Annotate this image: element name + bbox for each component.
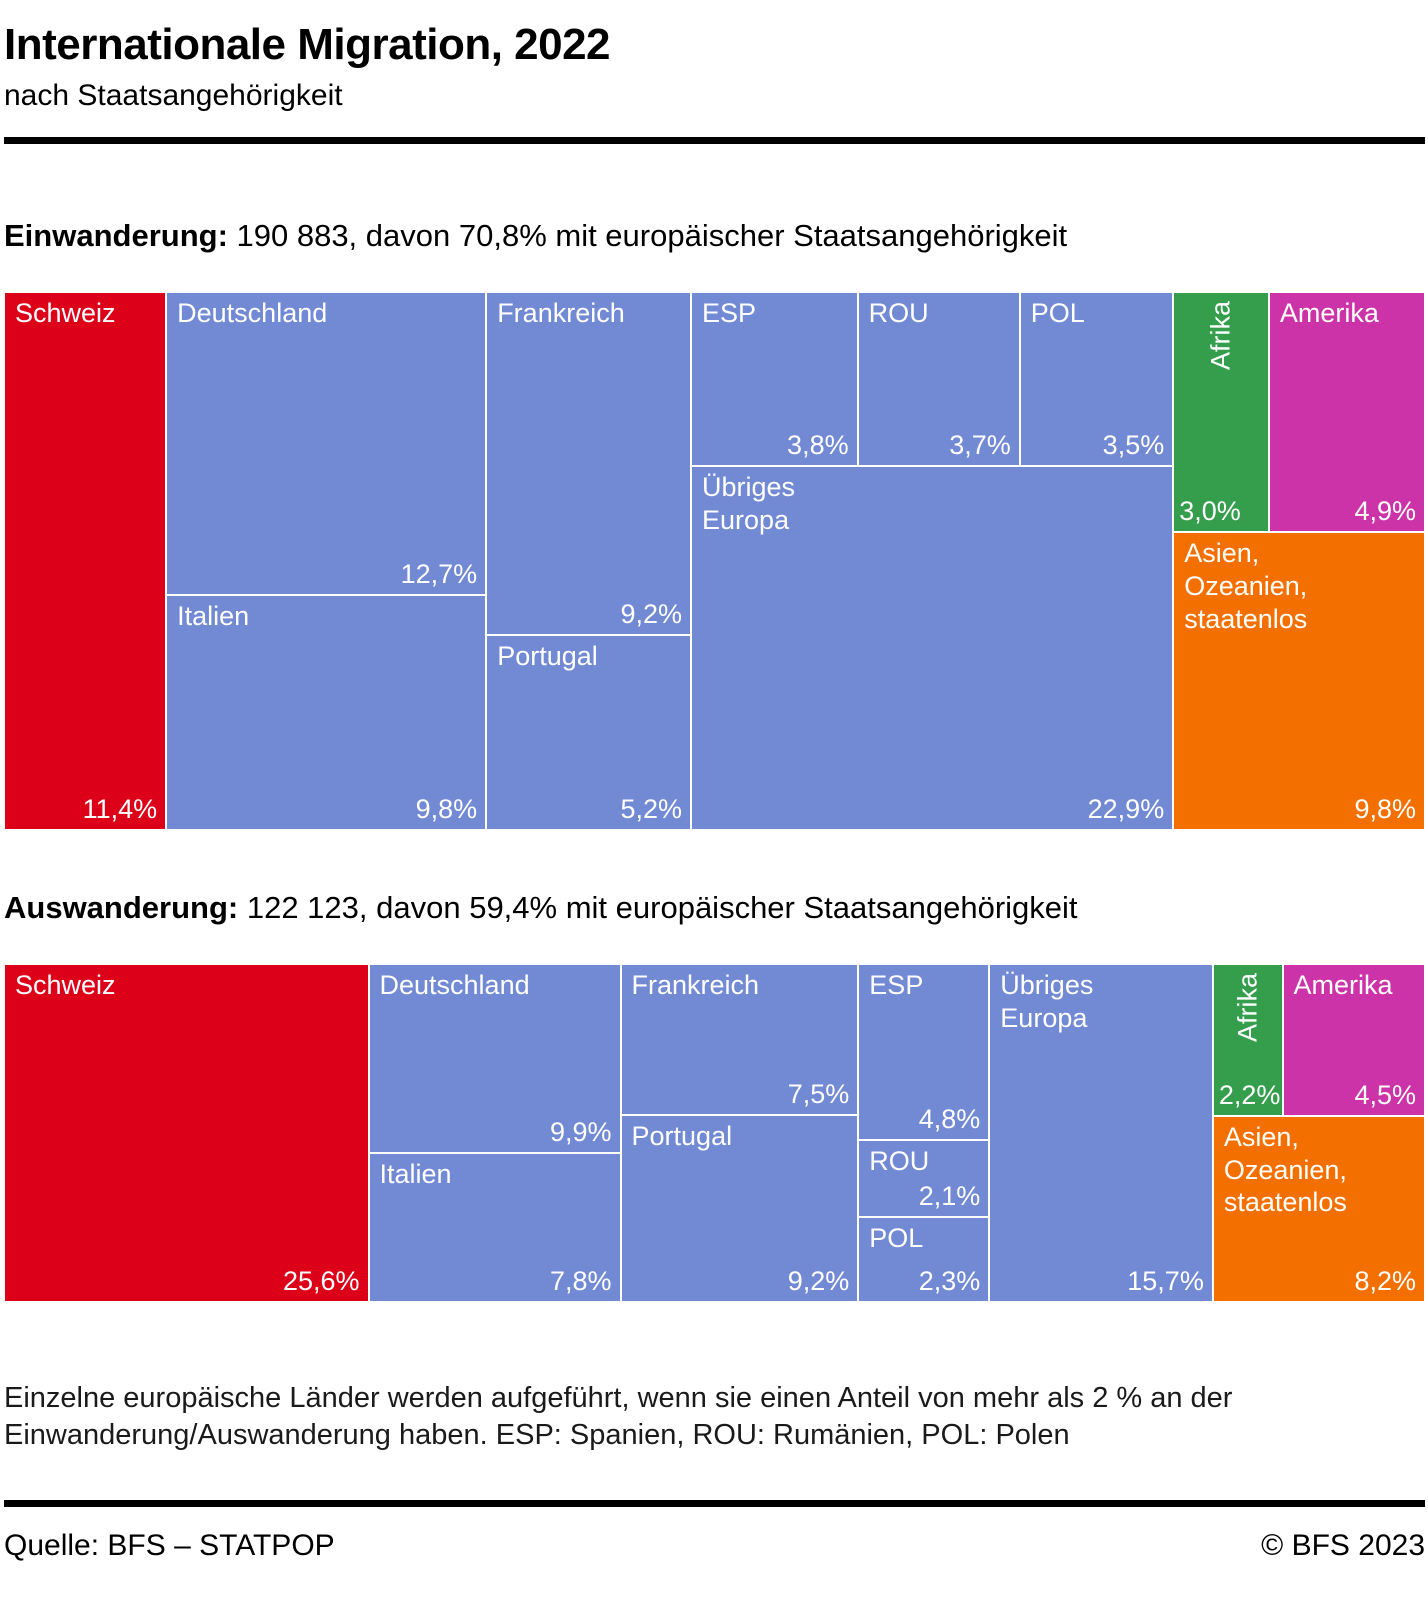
cell-percentage: 25,6%	[282, 1265, 360, 1296]
treemap-cell-amerika: Amerika 4,9%	[1268, 291, 1425, 532]
cell-label: Portugal	[497, 641, 598, 672]
treemap-cell-deutschland: Deutschland 9,9%	[368, 963, 621, 1153]
cell-label: Frankreich	[497, 297, 625, 328]
cell-label: Asien, Ozeanien, staatenlos	[1223, 1121, 1347, 1218]
treemap-cell-portugal: Portugal 9,2%	[620, 1115, 859, 1302]
cell-percentage: 3,5%	[1102, 430, 1165, 461]
cell-percentage: 4,5%	[1354, 1079, 1416, 1110]
footer: Quelle: BFS – STATPOP © BFS 2023	[4, 1529, 1425, 1563]
cell-label: Amerika	[1279, 297, 1379, 328]
footnote-line-2: Einwanderung/Auswanderung haben. ESP: Sp…	[4, 1418, 1070, 1451]
cell-label: ESP	[702, 297, 757, 328]
treemap-cell-esp: ESP 3,8%	[691, 291, 858, 467]
cell-label: ROU	[869, 1145, 930, 1176]
cell-percentage: 7,8%	[549, 1265, 612, 1296]
treemap-cell-pol: POL 3,5%	[1019, 291, 1174, 467]
treemap-cell-afrika: Afrika 3,0%	[1173, 291, 1269, 532]
immigration-treemap: Schweiz 11,4% Deutschland 12,7% Italien 9,8% F…	[4, 291, 1425, 830]
cell-label: Frankreich	[631, 969, 760, 1000]
treemap-cell-italien: Italien 9,8%	[166, 595, 487, 830]
emigration-heading: Auswanderung: 122 123, davon 59,4% mit e…	[4, 890, 1425, 926]
treemap-cell-portugal: Portugal 5,2%	[486, 635, 692, 830]
cell-percentage: 11,4%	[82, 793, 158, 824]
treemap-cell-uebriges-europa: Übriges Europa 15,7%	[989, 963, 1213, 1302]
cell-label: Übriges Europa	[702, 472, 796, 536]
cell-percentage: 2,2%	[1218, 1079, 1281, 1110]
cell-label: POL	[1030, 297, 1085, 328]
treemap-cell-schweiz: Schweiz 25,6%	[4, 963, 369, 1302]
cell-percentage: 5,2%	[620, 793, 683, 824]
cell-label: Asien, Ozeanien, staatenlos	[1184, 537, 1308, 634]
cell-label: Portugal	[631, 1121, 733, 1152]
cell-label: ESP	[869, 969, 924, 1000]
cell-percentage: 4,9%	[1354, 495, 1416, 526]
source-label: Quelle: BFS – STATPOP	[4, 1528, 335, 1562]
immigration-heading-label: Einwanderung:	[4, 217, 228, 253]
cell-percentage: 12,7%	[400, 559, 478, 590]
treemap-cell-amerika: Amerika 4,5%	[1282, 963, 1425, 1116]
copyright-label: © BFS 2023	[1261, 1528, 1425, 1562]
cell-percentage: 8,2%	[1354, 1265, 1416, 1296]
treemap-cell-rou: ROU 3,7%	[857, 291, 1020, 467]
cell-percentage: 9,9%	[549, 1116, 612, 1147]
cell-label: Afrika	[1232, 972, 1263, 1042]
cell-label: Deutschland	[379, 969, 530, 1000]
immigration-heading: Einwanderung: 190 883, davon 70,8% mit e…	[4, 218, 1425, 254]
page: Internationale Migration, 2022 nach Staa…	[4, 20, 1425, 1563]
emigration-treemap: Schweiz 25,6% Deutschland 9,9% Italien 7,8% Fr…	[4, 963, 1425, 1302]
cell-percentage: 2,3%	[918, 1265, 981, 1296]
immigration-heading-detail: 190 883, davon 70,8% mit europäischer St…	[227, 217, 1068, 253]
top-rule	[4, 136, 1425, 144]
cell-label: Italien	[379, 1158, 452, 1189]
treemap-cell-frankreich: Frankreich 7,5%	[620, 963, 859, 1116]
emigration-heading-label: Auswanderung:	[4, 889, 239, 925]
footnote-line-1: Einzelne europäische Länder werden aufge…	[4, 1381, 1233, 1414]
cell-label: Schweiz	[15, 297, 116, 328]
treemap-cell-asien-ozeanien-staatenlos: Asien, Ozeanien, staatenlos 9,8%	[1173, 531, 1425, 830]
cell-label: Schweiz	[15, 969, 116, 1000]
treemap-cell-rou: ROU 2,1%	[858, 1139, 990, 1218]
treemap-cell-deutschland: Deutschland 12,7%	[166, 291, 487, 596]
treemap-cell-italien: Italien 7,8%	[368, 1152, 621, 1302]
treemap-cell-afrika: Afrika 2,2%	[1212, 963, 1283, 1116]
treemap-cell-pol: POL 2,3%	[858, 1217, 990, 1302]
cell-percentage: 4,8%	[918, 1103, 981, 1134]
treemap-cell-frankreich: Frankreich 9,2%	[486, 291, 692, 636]
cell-label: Deutschland	[177, 297, 328, 328]
cell-percentage: 15,7%	[1127, 1265, 1204, 1296]
cell-percentage: 9,2%	[620, 599, 683, 630]
cell-label: Amerika	[1293, 969, 1393, 1000]
cell-label: ROU	[868, 297, 929, 328]
treemap-cell-schweiz: Schweiz 11,4%	[4, 291, 167, 830]
cell-label: POL	[869, 1223, 924, 1254]
cell-percentage: 22,9%	[1087, 793, 1165, 824]
footnote: Einzelne europäische Länder werden aufge…	[4, 1380, 1425, 1454]
page-title: Internationale Migration, 2022	[4, 20, 611, 69]
cell-percentage: 7,5%	[787, 1079, 850, 1110]
cell-percentage: 9,8%	[415, 793, 478, 824]
treemap-cell-esp: ESP 4,8%	[858, 963, 990, 1140]
cell-percentage: 3,0%	[1179, 495, 1241, 526]
cell-label: Übriges Europa	[1000, 969, 1094, 1033]
cell-percentage: 9,2%	[787, 1265, 850, 1296]
page-subtitle: nach Staatsangehörigkeit	[4, 78, 343, 112]
treemap-cell-uebriges-europa: Übriges Europa 22,9%	[691, 466, 1174, 830]
emigration-heading-detail: 122 123, davon 59,4% mit europäischer St…	[238, 889, 1078, 925]
cell-percentage: 9,8%	[1354, 793, 1416, 824]
cell-percentage: 3,7%	[949, 430, 1011, 461]
cell-label: Italien	[177, 601, 250, 632]
cell-percentage: 2,1%	[918, 1181, 981, 1212]
treemap-cell-asien-ozeanien-staatenlos: Asien, Ozeanien, staatenlos 8,2%	[1212, 1115, 1425, 1302]
bottom-rule	[4, 1499, 1425, 1507]
cell-label: Afrika	[1205, 300, 1236, 370]
cell-percentage: 3,8%	[787, 430, 849, 461]
